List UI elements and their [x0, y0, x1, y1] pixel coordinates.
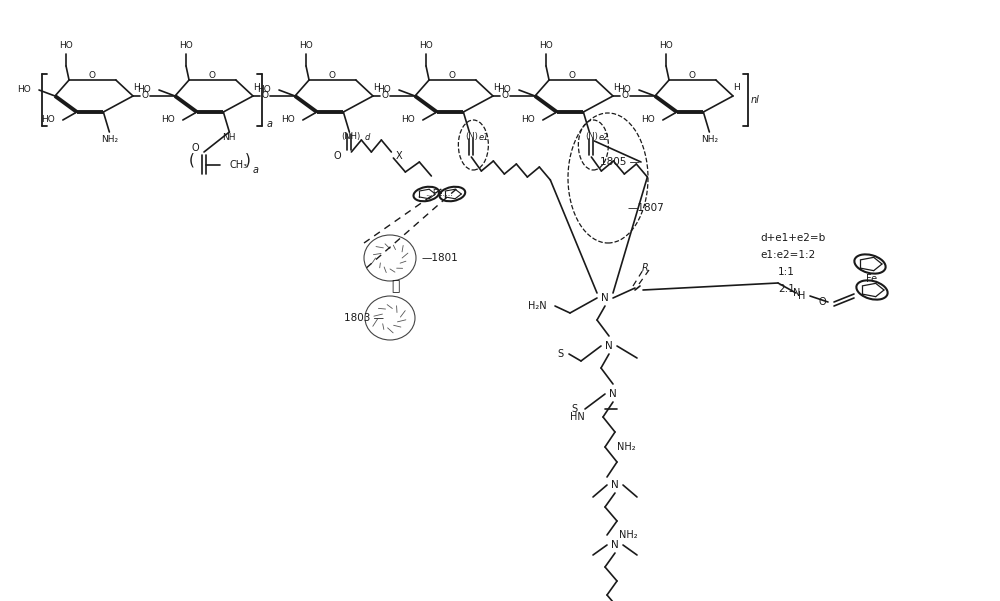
- Text: O: O: [449, 72, 456, 81]
- Text: H: H: [253, 84, 259, 93]
- Text: (NH): (NH): [342, 132, 361, 141]
- Text: H: H: [613, 84, 619, 93]
- Text: Fe: Fe: [866, 274, 878, 284]
- Text: NH₂: NH₂: [701, 135, 718, 144]
- Text: S: S: [571, 404, 577, 414]
- Text: O: O: [502, 91, 509, 100]
- Text: H: H: [493, 84, 499, 93]
- Text: N: N: [611, 540, 619, 550]
- Text: e1:e2=1:2: e1:e2=1:2: [760, 250, 815, 260]
- Text: 或: 或: [391, 279, 399, 293]
- Text: O: O: [209, 72, 216, 81]
- Text: a: a: [253, 165, 259, 175]
- Text: H: H: [373, 84, 379, 93]
- Text: N: N: [611, 480, 619, 490]
- Text: HO: HO: [659, 41, 673, 50]
- Text: 1:1: 1:1: [778, 267, 795, 277]
- Text: ): ): [245, 153, 251, 168]
- Text: d+e1+e2=b: d+e1+e2=b: [760, 233, 825, 243]
- Text: HO: HO: [521, 115, 535, 124]
- Text: NH₂: NH₂: [101, 135, 118, 144]
- Text: HO: HO: [137, 85, 151, 94]
- Text: HO: HO: [299, 41, 313, 50]
- Text: (N): (N): [465, 132, 478, 141]
- Text: HO: HO: [539, 41, 553, 50]
- Text: CH₃: CH₃: [230, 160, 248, 170]
- Text: (N): (N): [585, 132, 598, 141]
- Text: e2: e2: [598, 132, 609, 141]
- Text: S: S: [557, 349, 563, 359]
- Text: HO: HO: [257, 85, 271, 94]
- Text: N: N: [793, 288, 800, 298]
- Text: O: O: [262, 91, 268, 100]
- Text: O: O: [382, 91, 388, 100]
- Text: HO: HO: [497, 85, 511, 94]
- Text: nl: nl: [751, 95, 760, 105]
- Text: HO: HO: [617, 85, 631, 94]
- Text: ...Fe....: ...Fe....: [425, 189, 453, 198]
- Text: NH₂: NH₂: [617, 442, 636, 452]
- Text: HO: HO: [641, 115, 655, 124]
- Text: HO: HO: [59, 41, 73, 50]
- Text: O: O: [569, 72, 576, 81]
- Text: O: O: [622, 91, 629, 100]
- Text: N: N: [601, 293, 609, 303]
- Text: NH₂: NH₂: [619, 530, 638, 540]
- Text: —1807: —1807: [628, 203, 665, 213]
- Text: O: O: [689, 72, 696, 81]
- Text: 1805 —: 1805 —: [600, 157, 640, 167]
- Text: 1803 —: 1803 —: [344, 313, 384, 323]
- Text: H: H: [798, 291, 805, 301]
- Text: HO: HO: [281, 115, 295, 124]
- Text: a: a: [267, 119, 273, 129]
- Text: R: R: [642, 263, 648, 273]
- Text: HO: HO: [401, 115, 415, 124]
- Text: HO: HO: [17, 85, 31, 94]
- Text: H: H: [733, 84, 739, 93]
- Text: HO: HO: [377, 85, 391, 94]
- Text: O: O: [329, 72, 336, 81]
- Text: O: O: [191, 143, 199, 153]
- Text: 2:1: 2:1: [778, 284, 795, 294]
- Text: —1801: —1801: [422, 253, 459, 263]
- Text: H₂N: H₂N: [528, 301, 547, 311]
- Text: O: O: [89, 72, 96, 81]
- Text: N: N: [605, 341, 613, 351]
- Text: HO: HO: [41, 115, 55, 124]
- Text: e1: e1: [478, 132, 489, 141]
- Text: O: O: [142, 91, 148, 100]
- Text: NH: NH: [223, 133, 236, 142]
- Text: HO: HO: [179, 41, 193, 50]
- Text: (: (: [189, 153, 195, 168]
- Text: HN: HN: [570, 412, 585, 422]
- Text: H: H: [133, 84, 139, 93]
- Text: X: X: [395, 151, 402, 161]
- Text: HO: HO: [161, 115, 175, 124]
- Text: O: O: [818, 297, 826, 307]
- Text: N: N: [609, 389, 617, 399]
- Text: d: d: [365, 132, 370, 141]
- Text: HO: HO: [419, 41, 433, 50]
- Text: O: O: [334, 151, 341, 161]
